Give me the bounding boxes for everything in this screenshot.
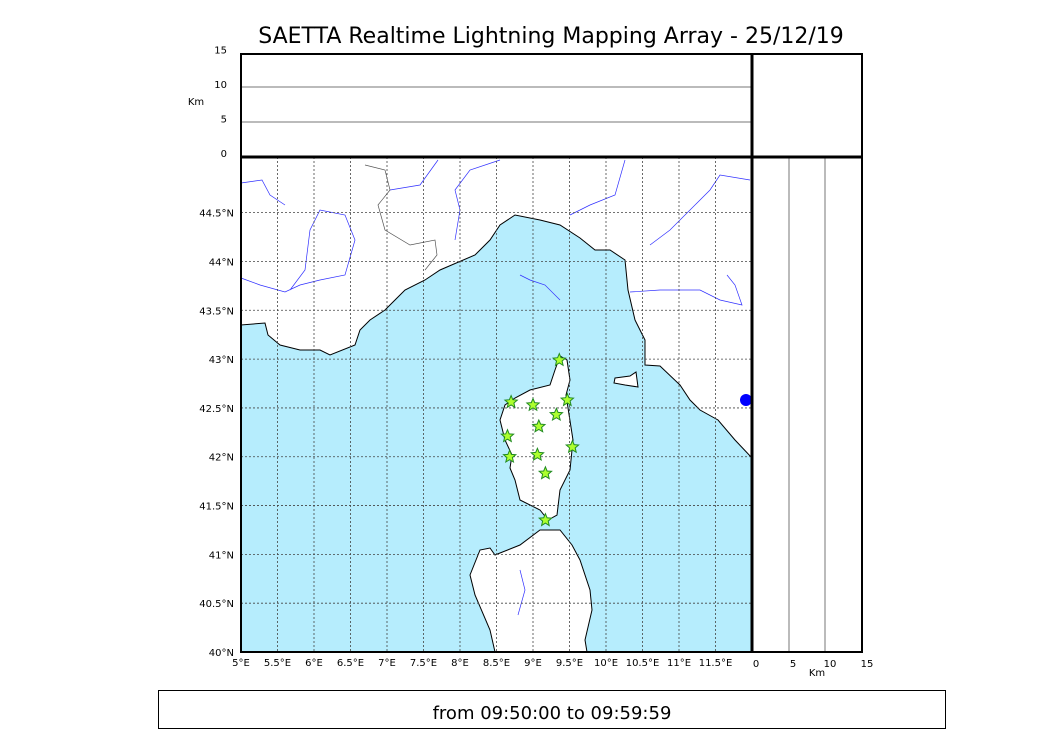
event-marker: [740, 394, 752, 406]
lon-tick-label: 5°E: [232, 658, 250, 669]
side-axis-label: Km: [809, 668, 825, 679]
lon-tick-label: 8.5°E: [483, 658, 510, 669]
lat-tick-label: 43.5°N: [199, 306, 234, 317]
elba: [613, 371, 639, 388]
lightning-event-star: [551, 352, 567, 367]
lon-tick-label: 9.5°E: [556, 658, 583, 669]
lon-tick-label: 11.5°E: [699, 658, 733, 669]
side-tick-label: 0: [753, 659, 759, 670]
lightning-event-star: [548, 407, 564, 422]
lon-tick-label: 6°E: [305, 658, 323, 669]
side-panel: [740, 157, 826, 652]
lat-tick-label: 42°N: [209, 453, 234, 464]
side-tick-label: 15: [861, 659, 874, 670]
lon-tick-label: 8°E: [451, 658, 469, 669]
altitude-tick-label: 5: [221, 115, 227, 126]
lon-tick-label: 7.5°E: [410, 658, 437, 669]
mainland: [240, 156, 753, 460]
lightning-event-star: [537, 465, 553, 480]
lon-tick-label: 5.5°E: [264, 658, 291, 669]
side-tick-label: 5: [790, 659, 796, 670]
altitude-tick-label: 10: [214, 80, 227, 91]
lightning-event-star: [531, 418, 547, 433]
lightning-event-star: [500, 428, 515, 443]
lightning-events: [500, 352, 580, 527]
lat-tick-label: 40°N: [209, 648, 234, 659]
lon-tick-label: 10.5°E: [626, 658, 660, 669]
lightning-event-star: [502, 448, 518, 464]
lightning-event-star: [529, 446, 545, 462]
side-tick-label: 10: [824, 659, 837, 670]
lightning-event-star: [564, 439, 580, 454]
lon-tick-label: 6.5°E: [337, 658, 364, 669]
lightning-event-star: [537, 512, 553, 527]
lightning-event-star: [503, 394, 519, 409]
lightning-event-star: [525, 397, 541, 412]
altitude-tick-label: 0: [221, 149, 227, 160]
lat-tick-label: 42.5°N: [199, 404, 234, 415]
chart-title: SAETTA Realtime Lightning Mapping Array …: [258, 24, 844, 49]
lat-tick-label: 44.5°N: [199, 209, 234, 220]
lat-tick-label: 43°N: [209, 355, 234, 366]
time-range: from 09:50:00 to 09:59:59: [158, 690, 946, 729]
lat-tick-label: 44°N: [209, 257, 234, 268]
lon-tick-label: 9°E: [524, 658, 542, 669]
lightning-event-star: [559, 392, 575, 407]
lon-tick-label: 7°E: [378, 658, 396, 669]
altitude-axis-label: Km: [188, 97, 204, 108]
lat-tick-label: 41°N: [209, 550, 234, 561]
altitude-tick-label: 15: [214, 46, 227, 57]
lon-tick-label: 10°E: [594, 658, 618, 669]
altitude-panel: [241, 54, 752, 157]
lat-tick-label: 40.5°N: [199, 599, 234, 610]
borders: [364, 164, 438, 271]
map-panel: [240, 54, 753, 653]
lat-tick-label: 41.5°N: [199, 502, 234, 513]
rivers: [240, 159, 751, 616]
lon-tick-label: 11°E: [667, 658, 691, 669]
